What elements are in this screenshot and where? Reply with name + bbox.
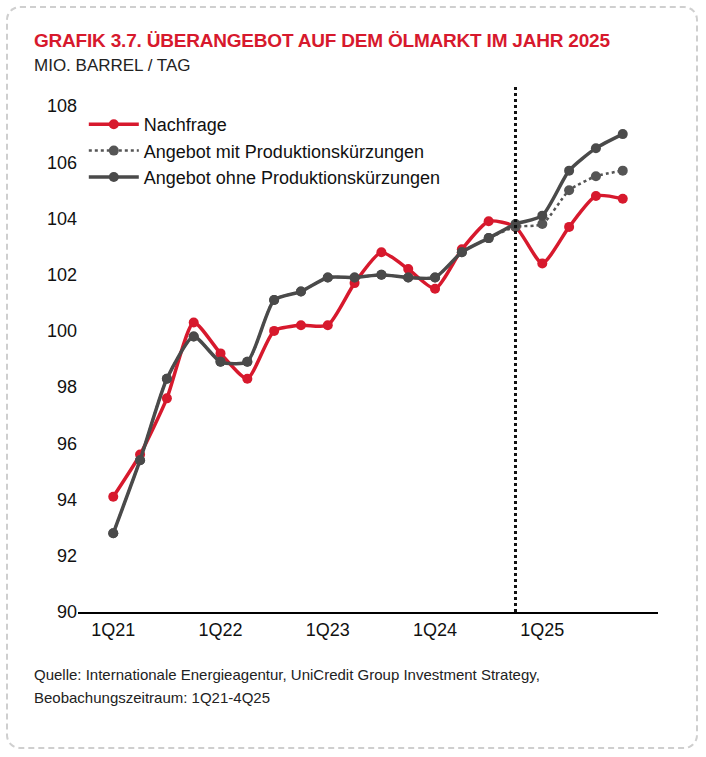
html-text:MIO. BARREL / TAG: MIO. BARREL / TAG [34,56,191,75]
html-text:Quelle: Internationale Energie: Quelle: Internationale Energieagentur, U… [34,666,540,706]
svg-text:102: 102 [47,265,77,285]
svg-text:1Q22: 1Q22 [198,620,242,640]
svg-text:90: 90 [57,602,77,622]
svg-text:Angebot mit Produktionskürzung: Angebot mit Produktionskürzungen [144,142,424,162]
svg-text:Nachfrage: Nachfrage [144,115,227,135]
svg-text:1Q24: 1Q24 [413,620,457,640]
svg-text:1Q25: 1Q25 [520,620,564,640]
svg-text:100: 100 [47,321,77,341]
html-text:GRAFIK 3.7. ÜBERANGEBOT AUF DE: GRAFIK 3.7. ÜBERANGEBOT AUF DEM ÖLMARKT … [34,30,610,51]
svg-text:106: 106 [47,153,77,173]
svg-text:108: 108 [47,96,77,116]
svg-text:1Q23: 1Q23 [306,620,350,640]
svg-text:96: 96 [57,434,77,454]
svg-text:94: 94 [57,490,77,510]
svg-text:98: 98 [57,377,77,397]
svg-text:Angebot ohne Produktionskürzun: Angebot ohne Produktionskürzungen [144,168,440,188]
svg-text:104: 104 [47,209,77,229]
svg-text:92: 92 [57,546,77,566]
svg-text:1Q21: 1Q21 [91,620,135,640]
